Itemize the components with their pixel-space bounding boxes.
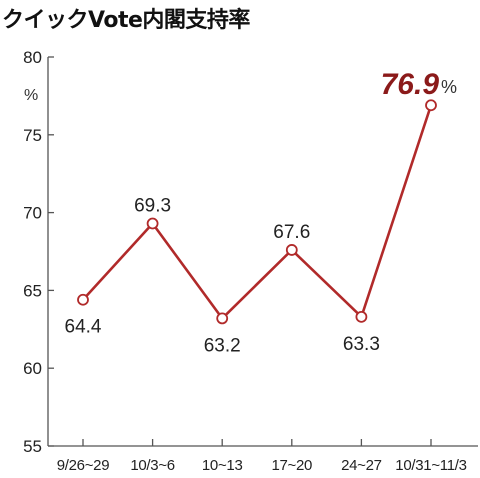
- y-tick-label: 60: [23, 359, 42, 378]
- x-tick-label: 10/31~11/3: [395, 457, 466, 474]
- y-axis-unit: %: [24, 87, 38, 104]
- data-point: [146, 217, 159, 230]
- y-tick-label: 65: [23, 281, 42, 300]
- data-label: 63.2: [204, 335, 241, 356]
- highlight-value-label: 76.9: [381, 68, 440, 101]
- y-tick-label: 75: [23, 126, 42, 145]
- data-point: [285, 244, 298, 256]
- series-layer: [77, 99, 437, 325]
- data-point: [355, 310, 368, 323]
- data-label: 69.3: [134, 195, 171, 216]
- x-tick-label: 10/3~6: [130, 457, 175, 474]
- data-point: [425, 99, 437, 112]
- data-point: [216, 312, 229, 325]
- x-tick-label: 10~13: [202, 457, 243, 474]
- axes: 55 60 65 70 75 80 9/26~29 10/3~6 10~13 17~20 24~27…: [23, 48, 478, 474]
- x-tick-label: 9/26~29: [57, 457, 110, 474]
- data-label: 64.4: [65, 317, 102, 338]
- data-point: [77, 293, 89, 306]
- x-tick-label: 17~20: [271, 457, 312, 474]
- y-tick-label: 70: [23, 204, 42, 223]
- y-tick-label: 80: [23, 48, 42, 67]
- series-line: [82, 104, 433, 320]
- chart-title: クイックVote内閣支持率: [2, 8, 250, 33]
- x-tick-label: 24~27: [341, 457, 382, 474]
- data-labels-layer: 64.4 69.3 63.2 67.6 63.3 76.9%: [65, 68, 458, 356]
- data-label: 67.6: [273, 222, 310, 243]
- data-label: 63.3: [343, 334, 380, 355]
- y-tick-label: 55: [23, 437, 42, 456]
- highlight-unit-label: %: [441, 77, 457, 97]
